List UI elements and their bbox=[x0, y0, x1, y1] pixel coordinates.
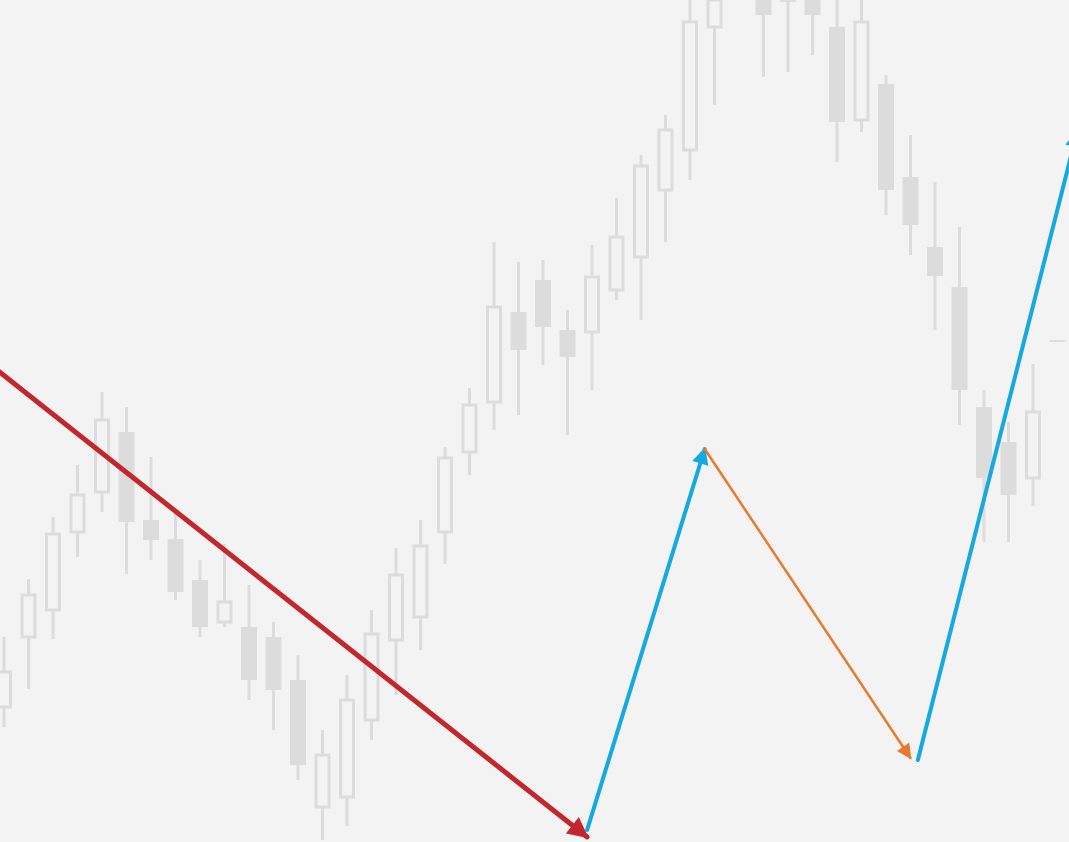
candle bbox=[510, 262, 527, 415]
candle-body-bullish bbox=[608, 235, 625, 292]
candle bbox=[682, 0, 698, 180]
candle-body-bearish bbox=[951, 287, 968, 390]
candle-body-bullish bbox=[216, 600, 233, 624]
candle-body-bullish bbox=[1025, 410, 1041, 480]
candle-body-bearish bbox=[265, 637, 282, 690]
candle bbox=[314, 730, 331, 840]
candle-body-bullish bbox=[69, 493, 86, 534]
candle bbox=[20, 579, 37, 689]
candle-body-bearish bbox=[290, 680, 306, 765]
candle bbox=[290, 655, 306, 780]
candle-body-bearish bbox=[755, 0, 772, 15]
candle bbox=[853, 0, 870, 132]
candle bbox=[486, 242, 502, 430]
candle-body-bullish bbox=[363, 632, 380, 722]
candle-body-bearish bbox=[192, 580, 208, 627]
candle-body-bearish bbox=[878, 84, 894, 190]
candle bbox=[45, 517, 61, 639]
candle bbox=[608, 198, 625, 300]
candle bbox=[559, 310, 576, 435]
candle-body-bullish bbox=[0, 670, 12, 709]
candle-body-bearish bbox=[804, 0, 821, 15]
candle bbox=[216, 544, 233, 627]
candle bbox=[461, 388, 478, 475]
candle bbox=[951, 227, 968, 425]
candle-body-bullish bbox=[412, 544, 429, 619]
candle bbox=[1049, 340, 1066, 342]
candle-body-bearish bbox=[535, 280, 551, 327]
candle-body-bullish bbox=[657, 128, 674, 192]
candle-body-bullish bbox=[486, 305, 502, 404]
candle bbox=[535, 260, 551, 365]
candle-body-bullish bbox=[633, 164, 649, 259]
candle bbox=[118, 407, 135, 574]
candle-body-bullish bbox=[45, 532, 61, 612]
impulse-down-arrow bbox=[0, 369, 590, 840]
candle-body-bearish bbox=[780, 0, 796, 2]
candle bbox=[192, 560, 208, 637]
wave-up-2-arrow bbox=[915, 130, 1069, 762]
candle bbox=[437, 447, 453, 564]
candle bbox=[339, 675, 355, 826]
candle bbox=[69, 465, 86, 557]
candle bbox=[878, 75, 894, 215]
wave-down-arrow bbox=[703, 447, 912, 760]
candle-body-bullish bbox=[437, 456, 453, 534]
candle bbox=[902, 135, 919, 255]
candle-body-bearish bbox=[118, 432, 135, 522]
candle-body-bearish bbox=[976, 407, 992, 478]
candle bbox=[412, 520, 429, 650]
wave-up-1-arrow bbox=[585, 447, 709, 832]
candle bbox=[804, 0, 821, 55]
candle bbox=[755, 0, 772, 77]
waves-layer bbox=[0, 130, 1069, 840]
candle-body-bullish bbox=[20, 593, 37, 639]
candle-body-bullish bbox=[339, 698, 355, 799]
candle-body-bullish bbox=[706, 0, 723, 29]
candle bbox=[167, 512, 184, 600]
candle-body-bullish bbox=[584, 275, 600, 334]
candle bbox=[927, 182, 943, 330]
candle bbox=[1025, 364, 1041, 506]
candle-body-bullish bbox=[388, 573, 404, 642]
candle-body-bearish bbox=[241, 627, 257, 680]
candle-body-bullish bbox=[682, 20, 698, 152]
candle bbox=[363, 610, 380, 740]
candle bbox=[388, 548, 404, 695]
candle-body-bearish bbox=[927, 247, 943, 276]
candle bbox=[0, 637, 12, 727]
candle bbox=[241, 585, 257, 700]
candle-body-bearish bbox=[143, 520, 159, 540]
candle bbox=[976, 390, 992, 542]
candle-body-bullish bbox=[314, 753, 331, 809]
candle-body-bullish bbox=[461, 403, 478, 454]
candle bbox=[143, 457, 159, 560]
candle-body-bearish bbox=[559, 330, 576, 357]
candle bbox=[657, 115, 674, 242]
candle bbox=[780, 0, 796, 72]
candle-body-bearish bbox=[902, 177, 919, 225]
candle-body-bearish bbox=[167, 539, 184, 592]
candle bbox=[829, 0, 845, 162]
candle-body-bearish bbox=[1049, 340, 1066, 342]
candle-body-bearish bbox=[510, 312, 527, 350]
candle bbox=[1000, 422, 1017, 542]
candle-body-bearish bbox=[1000, 442, 1017, 495]
candle bbox=[706, 0, 723, 105]
candle-body-bullish bbox=[853, 20, 870, 122]
candle bbox=[633, 155, 649, 320]
candle bbox=[265, 622, 282, 730]
candle-body-bearish bbox=[829, 27, 845, 122]
candle bbox=[584, 245, 600, 390]
